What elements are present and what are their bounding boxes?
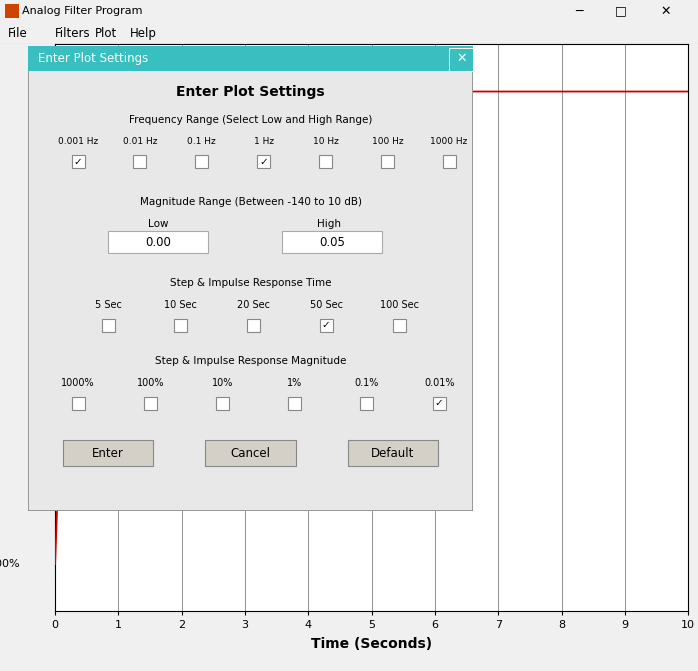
Text: 0.01 Hz: 0.01 Hz [123,137,157,146]
Text: 0.01%: 0.01% [424,378,454,389]
Bar [216,397,229,410]
Bar [28,46,473,70]
Bar [381,155,394,168]
Text: 10 Sec: 10 Sec [165,301,198,311]
Text: 0.00: 0.00 [145,236,171,249]
Text: Magnitude Range (Between -140 to 10 dB): Magnitude Range (Between -140 to 10 dB) [140,197,362,207]
Text: 100%: 100% [137,378,164,389]
Text: 1%: 1% [287,378,302,389]
Text: Filters: Filters [55,27,91,40]
Text: ✓: ✓ [259,156,268,166]
Text: ✕: ✕ [660,5,671,17]
Text: Frequency Range (Select Low and High Range): Frequency Range (Select Low and High Ran… [129,115,372,125]
Bar [247,319,260,332]
Bar [144,397,157,410]
Text: 0.001 Hz: 0.001 Hz [58,137,98,146]
Text: 50 Sec: 50 Sec [310,301,343,311]
Bar [450,48,473,70]
Text: ✓: ✓ [435,399,443,409]
Bar [72,397,84,410]
Bar [257,155,270,168]
Text: 1000 Hz: 1000 Hz [431,137,468,146]
X-axis label: Time (Seconds): Time (Seconds) [311,637,432,652]
Text: 1 Hz: 1 Hz [253,137,274,146]
Text: Enter: Enter [92,447,124,460]
Text: □: □ [615,5,627,17]
Text: High: High [317,219,341,229]
Text: 100 Hz: 100 Hz [371,137,403,146]
Text: 10%: 10% [211,378,233,389]
Text: Enter Plot Settings: Enter Plot Settings [177,85,325,99]
Text: File: File [8,27,28,40]
Text: ✕: ✕ [456,52,466,64]
Bar [319,155,332,168]
Text: Analog Filter Program: Analog Filter Program [22,6,142,16]
Bar [102,319,114,332]
Text: 5 Sec: 5 Sec [95,301,121,311]
Text: ─: ─ [575,5,583,17]
Bar [174,319,187,332]
Text: Step & Impulse Response Time: Step & Impulse Response Time [170,278,332,289]
Bar [348,440,438,466]
Bar [195,155,208,168]
Bar [63,440,154,466]
Text: Cancel: Cancel [230,447,271,460]
Bar [433,397,445,410]
Text: 100 Sec: 100 Sec [380,301,419,311]
Bar [320,319,333,332]
Bar [443,155,456,168]
Text: 20 Sec: 20 Sec [237,301,270,311]
Bar [288,397,302,410]
Text: 0.1 Hz: 0.1 Hz [187,137,216,146]
Text: 1000%: 1000% [61,378,95,389]
Bar [72,155,84,168]
Bar [133,155,147,168]
Text: 0.05: 0.05 [319,236,345,249]
Bar [205,440,296,466]
Text: ✓: ✓ [322,321,331,330]
Bar [282,231,382,254]
Text: 10 Hz: 10 Hz [313,137,339,146]
Text: Plot: Plot [95,27,117,40]
Bar [108,231,209,254]
Text: Default: Default [371,447,415,460]
Bar [360,397,373,410]
Text: Enter Plot Settings: Enter Plot Settings [38,52,148,64]
Text: Step & Impulse Response Magnitude: Step & Impulse Response Magnitude [155,356,346,366]
Bar [5,4,19,18]
Text: ✓: ✓ [74,156,82,166]
Bar [392,319,406,332]
Text: -100%: -100% [0,559,20,569]
Text: Help: Help [130,27,157,40]
Text: 0.1%: 0.1% [355,378,379,389]
Text: Low: Low [148,219,168,229]
